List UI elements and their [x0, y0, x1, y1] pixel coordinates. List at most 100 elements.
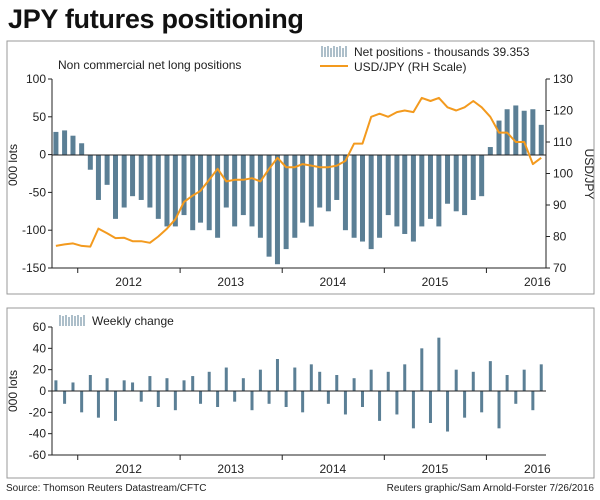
bottom-x-tick-label: 2014 [319, 462, 346, 476]
bottom-left-tick-label: -60 [29, 448, 47, 462]
net-position-bar [138, 154, 144, 200]
weekly-change-bar [480, 391, 484, 413]
bottom-ylabel: 000 lots [6, 370, 20, 412]
net-position-bar [87, 154, 93, 170]
net-position-bar [164, 154, 170, 227]
weekly-change-bar [437, 337, 441, 391]
bottom-left-tick-label: -40 [29, 427, 47, 441]
weekly-change-bar [293, 367, 297, 391]
weekly-change-bar [309, 364, 313, 391]
net-position-bar [70, 135, 76, 155]
net-position-bar [308, 154, 314, 227]
weekly-change-bar [199, 391, 203, 404]
net-position-bar [292, 154, 298, 238]
bottom-legend: Weekly change [59, 314, 174, 328]
weekly-change-bar [258, 369, 262, 391]
top-left-tick-label: -50 [29, 185, 47, 199]
weekly-change-bar [360, 391, 364, 407]
legend-weekly-change-swatch [59, 315, 85, 326]
net-position-bar [95, 154, 101, 200]
weekly-change-bar [463, 391, 467, 418]
top-x-tick-label: 2012 [115, 275, 142, 289]
net-position-bar [470, 154, 476, 200]
weekly-change-bar [411, 391, 415, 429]
legend-net-positions: Net positions - thousands 39.353 [354, 45, 530, 59]
weekly-change-bar [420, 348, 424, 391]
top-left-tick-label: 100 [26, 72, 46, 86]
net-position-bar [181, 154, 187, 216]
weekly-change-bar [395, 391, 399, 415]
net-position-bar [538, 124, 544, 155]
top-right-tick-label: 130 [553, 72, 573, 86]
net-position-bar [172, 154, 178, 227]
bottom-xticks: 2012 2013 2014 2015 2016 [77, 455, 551, 476]
net-position-bar [325, 154, 331, 212]
weekly-change-bar [275, 359, 279, 391]
bottom-x-tick-label: 2012 [115, 462, 142, 476]
net-position-bar [257, 154, 263, 238]
weekly-change-bar [531, 391, 535, 411]
legend-net-positions-swatch [321, 46, 347, 57]
weekly-change-bar [122, 380, 126, 391]
weekly-change-bar [233, 391, 237, 402]
net-position-bar [130, 154, 136, 197]
net-position-bar [283, 154, 289, 250]
weekly-change-bar [96, 391, 100, 418]
weekly-change-bar [165, 378, 169, 391]
top-xticks: 2012 2013 2014 2015 2016 [77, 268, 551, 289]
net-position-bar [79, 143, 85, 155]
net-position-bar [334, 154, 340, 200]
legend-weekly-change: Weekly change [92, 314, 174, 328]
net-position-bar [402, 154, 408, 234]
top-right-ticks: 130 120 110 100 90 80 70 [546, 72, 573, 275]
top-x-tick-label: 2015 [422, 275, 449, 289]
weekly-change-bars [54, 337, 543, 432]
net-position-bar [462, 154, 468, 216]
net-position-bar [215, 154, 221, 238]
weekly-change-bar [207, 371, 211, 391]
weekly-change-bar [216, 391, 220, 407]
top-ylabel-left: 000 lots [6, 144, 20, 186]
bottom-x-tick-label: 2016 [524, 462, 551, 476]
net-position-bar [147, 154, 153, 208]
bottom-left-tick-label: 60 [33, 320, 47, 334]
weekly-change-bar [318, 371, 322, 391]
weekly-change-bar [113, 391, 117, 421]
top-legend: Net positions - thousands 39.353 USD/JPY… [320, 45, 530, 74]
source-note: Source: Thomson Reuters Datastream/CFTC [6, 483, 207, 494]
bottom-left-tick-label: 0 [39, 384, 46, 398]
net-position-bar [274, 154, 280, 265]
net-position-bar [266, 154, 272, 257]
legend-usdjpy: USD/JPY (RH Scale) [354, 60, 466, 74]
net-position-bar [121, 154, 127, 208]
top-right-tick-label: 100 [553, 167, 573, 181]
net-position-bar [385, 154, 391, 216]
top-left-tick-label: -150 [22, 261, 46, 275]
top-right-tick-label: 70 [553, 261, 567, 275]
weekly-change-bar [88, 375, 92, 391]
weekly-change-bar [505, 375, 509, 391]
net-position-bar [487, 147, 493, 155]
bottom-left-tick-label: -20 [29, 405, 47, 419]
weekly-change-bar [284, 391, 288, 407]
bottom-x-tick-label: 2015 [422, 462, 449, 476]
credit-note: Reuters graphic/Sam Arnold-Forster 7/26/… [386, 483, 594, 494]
top-right-tick-label: 90 [553, 198, 567, 212]
weekly-change-bar [488, 361, 492, 391]
net-position-bar [249, 154, 255, 227]
weekly-change-bar [471, 371, 475, 391]
net-position-bar [445, 154, 451, 204]
weekly-change-bar [446, 391, 450, 432]
weekly-change-bar [131, 382, 135, 391]
weekly-change-bar [326, 391, 330, 404]
top-x-tick-label: 2013 [217, 275, 244, 289]
net-position-bar [53, 131, 59, 155]
net-position-bar [530, 109, 536, 155]
top-subtitle: Non commercial net long positions [58, 58, 241, 72]
weekly-change-bar [539, 364, 543, 391]
weekly-change-bar [139, 391, 143, 402]
bottom-panel-frame [6, 307, 595, 479]
weekly-change-bar [301, 391, 305, 413]
net-position-bar [394, 154, 400, 227]
